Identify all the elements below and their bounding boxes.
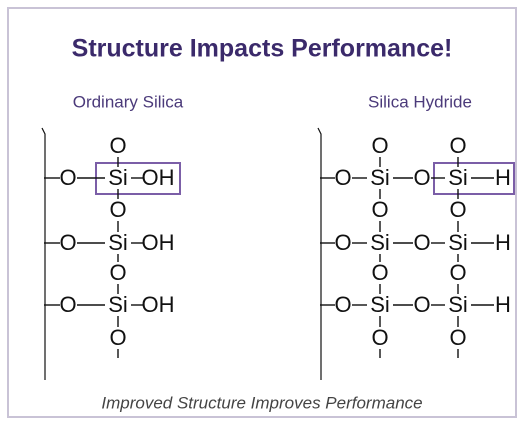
atom: Si — [108, 230, 128, 255]
atom: O — [413, 230, 430, 255]
left-label: Ordinary Silica — [73, 92, 184, 111]
surface — [317, 127, 322, 380]
atom: O — [449, 133, 466, 158]
atom: OH — [142, 292, 175, 317]
atom: Si — [108, 292, 128, 317]
atom: O — [109, 260, 126, 285]
atom: O — [413, 292, 430, 317]
atom: O — [371, 260, 388, 285]
atom: Si — [370, 230, 390, 255]
atom: O — [449, 197, 466, 222]
atom: Si — [108, 165, 128, 190]
atom: Si — [370, 292, 390, 317]
atom: O — [59, 165, 76, 190]
atom: O — [449, 260, 466, 285]
atom: O — [109, 197, 126, 222]
atom: O — [109, 133, 126, 158]
atom: OH — [142, 230, 175, 255]
atom: Si — [448, 165, 468, 190]
atom: H — [495, 230, 511, 255]
atom: O — [109, 325, 126, 350]
atom: OH — [142, 165, 175, 190]
atom: H — [495, 292, 511, 317]
caption: Improved Structure Improves Performance — [101, 393, 422, 412]
atom: O — [371, 133, 388, 158]
atom: O — [334, 292, 351, 317]
atom: Si — [448, 292, 468, 317]
atom: O — [59, 230, 76, 255]
right-label: Silica Hydride — [368, 92, 472, 111]
atom: O — [449, 325, 466, 350]
atom: O — [334, 230, 351, 255]
atom: O — [59, 292, 76, 317]
atom: Si — [448, 230, 468, 255]
atom: O — [334, 165, 351, 190]
atom: H — [495, 165, 511, 190]
atom: Si — [370, 165, 390, 190]
surface — [41, 127, 46, 380]
atom: O — [371, 197, 388, 222]
atom: O — [413, 165, 430, 190]
atom: O — [371, 325, 388, 350]
title: Structure Impacts Performance! — [72, 35, 453, 63]
frame — [7, 7, 517, 418]
